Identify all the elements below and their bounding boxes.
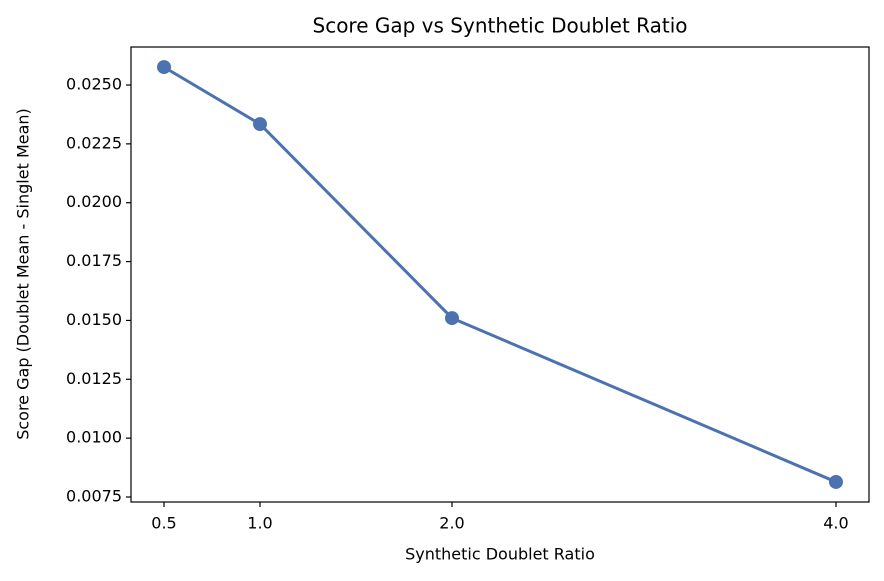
y-tick-label: 0.0225 [66, 133, 122, 152]
data-point [157, 60, 172, 75]
y-tick-label: 0.0175 [66, 251, 122, 270]
chart-title: Score Gap vs Synthetic Doublet Ratio [313, 14, 688, 38]
data-point [253, 117, 268, 132]
x-axis-label: Synthetic Doublet Ratio [405, 545, 595, 564]
x-tick-label: 2.0 [439, 514, 464, 533]
x-tick-label: 1.0 [247, 514, 272, 533]
x-tick-label: 0.5 [151, 514, 176, 533]
y-tick-label: 0.0125 [66, 369, 122, 388]
data-point [445, 311, 460, 326]
plot-frame [130, 46, 870, 503]
y-tick-label: 0.0100 [66, 428, 122, 447]
x-tick-label: 4.0 [823, 514, 848, 533]
y-tick-label: 0.0250 [66, 74, 122, 93]
y-axis-label: Score Gap (Doublet Mean - Singlet Mean) [14, 108, 33, 440]
data-point [828, 474, 843, 489]
y-tick-label: 0.0150 [66, 310, 122, 329]
data-line [163, 65, 837, 484]
y-tick-label: 0.0200 [66, 192, 122, 211]
y-tick-label: 0.0075 [66, 487, 122, 506]
